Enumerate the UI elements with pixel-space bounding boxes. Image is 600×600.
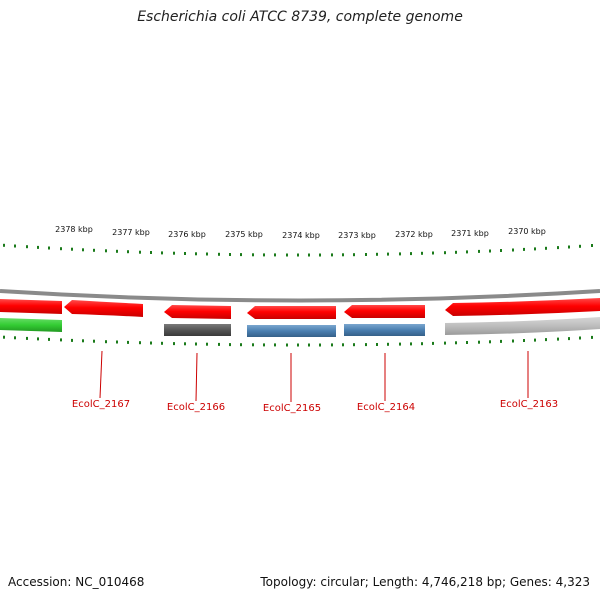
inner-tick-row: [3, 335, 593, 347]
scale-label-2377: 2377 kbp: [112, 228, 150, 237]
locus-label-ecolc-2164[interactable]: EcolC_2164: [357, 402, 415, 413]
gene-ecolc-2163-lower[interactable]: [445, 317, 600, 335]
gene-ecolc-2164-lower[interactable]: [344, 324, 425, 336]
gene-ecolc-2166[interactable]: [164, 324, 231, 336]
scale-label-2374: 2374 kbp: [282, 231, 320, 240]
map-title: Escherichia coli ATCC 8739, complete gen…: [137, 9, 463, 25]
scale-label-2372: 2372 kbp: [395, 230, 433, 239]
gene-ecolc-2167[interactable]: [64, 300, 143, 317]
callout-line-ecolc-2166: [195, 352, 198, 402]
backbone-arc: [0, 289, 600, 303]
scale-label-2373: 2373 kbp: [338, 231, 376, 240]
outer-tick-row: [3, 243, 593, 257]
scale-label-2370: 2370 kbp: [508, 227, 546, 236]
scale-label-2371: 2371 kbp: [451, 229, 489, 238]
accession-text: Accession: NC_010468: [8, 575, 145, 589]
genome-summary-text: Topology: circular; Length: 4,746,218 bp…: [260, 575, 590, 589]
gene-left-partial[interactable]: [0, 299, 62, 314]
locus-label-ecolc-2165[interactable]: EcolC_2165: [263, 403, 321, 414]
gene-left-partial-green[interactable]: [0, 318, 62, 332]
gene-ecolc-2166-upper[interactable]: [164, 305, 231, 319]
locus-label-ecolc-2166[interactable]: EcolC_2166: [167, 402, 225, 413]
locus-label-ecolc-2163[interactable]: EcolC_2163: [500, 399, 558, 410]
gene-ecolc-2165-lower[interactable]: [247, 325, 336, 337]
locus-label-ecolc-2167[interactable]: EcolC_2167: [72, 399, 130, 410]
callout-line-ecolc-2167: [99, 350, 103, 399]
scale-label-2375: 2375 kbp: [225, 230, 263, 239]
scale-label-2376: 2376 kbp: [168, 230, 206, 239]
gene-ecolc-2165[interactable]: [247, 306, 336, 319]
gene-ecolc-2163[interactable]: [445, 298, 600, 316]
scale-label-2378: 2378 kbp: [55, 225, 93, 234]
gene-ecolc-2164[interactable]: [344, 305, 425, 318]
